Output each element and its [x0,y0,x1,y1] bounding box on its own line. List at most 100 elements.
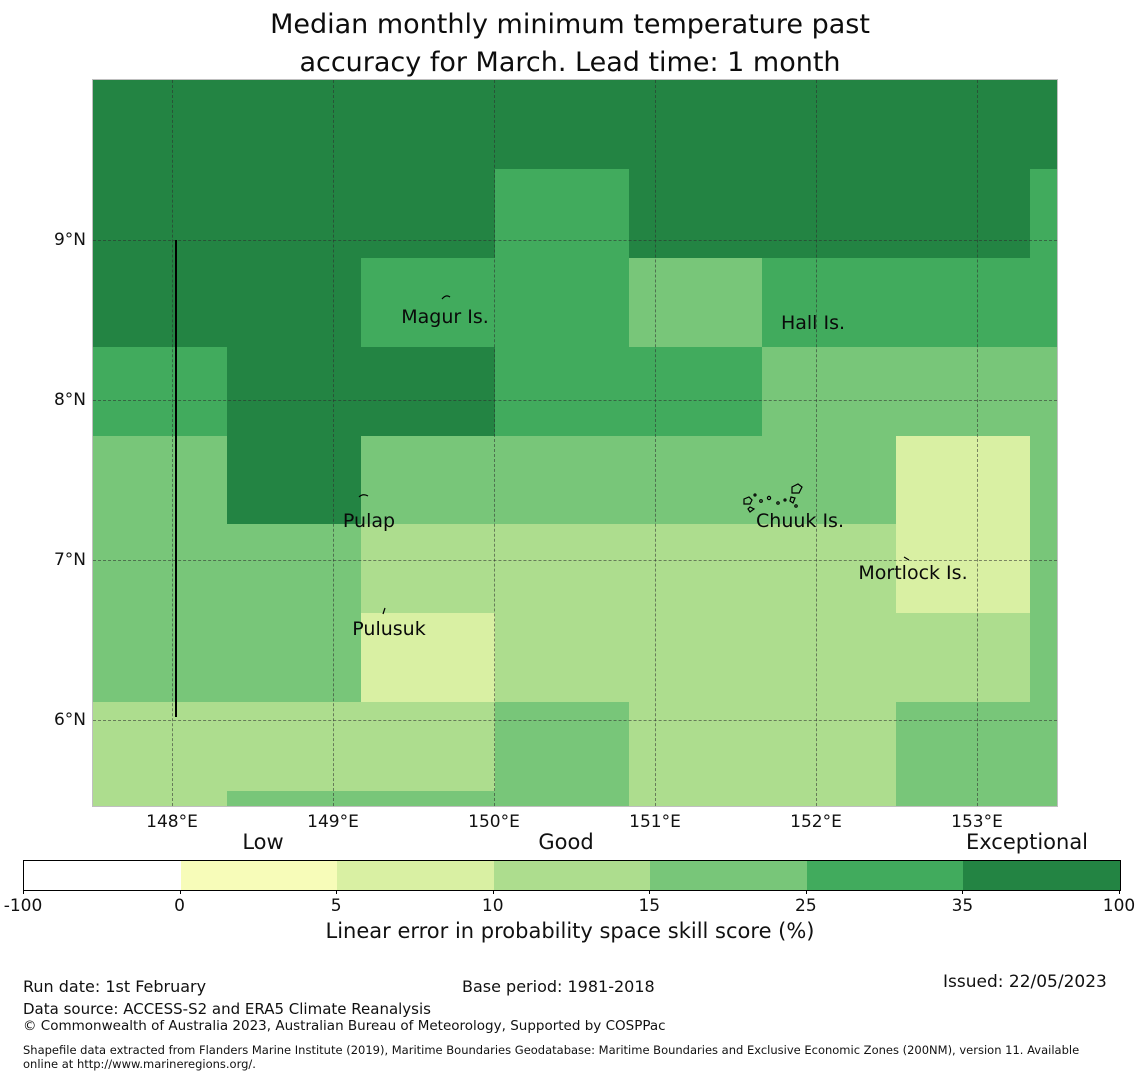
atoll-marks [358,295,910,615]
heatmap-cell [361,613,495,702]
island-label: Pulusuk [352,618,426,640]
x-tick-label: 153°E [951,812,1003,832]
colorbar-category-label: Exceptional [965,830,1089,854]
heatmap-cell [361,347,495,436]
heatmap-cell [896,524,1030,613]
heatmap-cell [227,169,361,258]
heatmap-cell [495,524,629,613]
colorbar-tick-mark [1119,890,1120,894]
heatmap-cell [495,80,629,169]
colorbar-tick-mark [179,890,181,894]
heatmap-cell [896,436,1030,524]
meridian-gridline [977,80,978,806]
heatmap-cell [93,80,227,169]
heatmap-cell [93,436,227,524]
parallel-gridline [93,400,1057,401]
heatmap-cell [361,258,495,347]
heatmap-cell [1030,258,1057,347]
meridian-gridline [333,80,334,806]
colorbar-axis-label: Linear error in probability space skill … [325,919,815,943]
island-outlines [358,295,910,615]
colorbar-tick-label: 15 [638,896,661,916]
colorbar-tick-label: 100 [1102,896,1136,916]
colorbar-segment [180,861,338,890]
x-tick-label: 151°E [629,812,681,832]
heatmap-cell [762,347,896,436]
heatmap-cell [361,524,495,613]
meridian-gridline [816,80,817,806]
heatmap-cell [1030,347,1057,436]
pulap-atoll-mark [358,494,369,498]
heatmap-cell [227,80,361,169]
heatmap-cell [762,436,896,524]
issued-date-text: Issued: 22/05/2023 [943,972,1107,992]
y-tick-label: 9°N [53,230,86,250]
colorbar-tick-mark [962,890,964,894]
heatmap-cell [495,436,629,524]
meridian-gridline [172,80,173,806]
x-tick-label: 152°E [790,812,842,832]
chart-title: Median monthly minimum temperature past … [0,6,1140,82]
heatmap-cell [361,791,495,806]
heatmap-cell [361,169,495,258]
parallel-gridline [93,560,1057,561]
island-label: Magur Is. [401,306,489,328]
heatmap-cell [629,347,762,436]
meridian-gridline [494,80,495,806]
heatmap-cell [896,258,1030,347]
heatmap-cell [762,80,896,169]
heatmap-cell [1030,169,1057,258]
heatmap-cell [762,613,896,702]
y-tick-label: 7°N [53,550,86,570]
heatmap-cell [495,613,629,702]
parallel-gridline [93,720,1057,721]
heatmap-cell [93,613,227,702]
heatmap-cell [1030,436,1057,524]
heatmap-cell [896,613,1030,702]
heatmap-cell [93,702,227,791]
colorbar-segment [24,861,181,890]
heatmap-cell [361,80,495,169]
heatmap-cell [629,80,762,169]
heatmap-cell [1030,702,1057,791]
colorbar-tick-mark [805,890,807,894]
mortlock-atoll-mark [903,556,910,561]
heatmap-cell [93,347,227,436]
eez-boundary-line [175,240,177,717]
heatmap-cell [93,524,227,613]
colorbar-segment [963,861,1121,890]
colorbar-tick-label: 5 [330,896,342,916]
island-label: Hall Is. [780,312,846,334]
colorbar-category-label: Low [242,830,284,854]
heatmap-cell [762,702,896,791]
heatmap-cell [93,169,227,258]
colorbar-segment [337,861,494,890]
colorbar-tick-mark [649,890,651,894]
data-source-text: Data source: ACCESS-S2 and ERA5 Climate … [23,1000,431,1018]
x-tick-label: 148°E [146,812,198,832]
heatmap-cell [629,524,762,613]
heatmap-cell [227,436,361,524]
colorbar-tick-label: 0 [174,896,185,916]
magur-atoll-mark [441,295,451,300]
heatmap-cell [227,791,361,806]
heatmap-cell [93,791,227,806]
heatmap-cell [629,613,762,702]
map-plot-area: Magur Is. Hall Is. Pulap Chuuk Is. Mortlock … [92,79,1058,807]
heatmap-cell [227,258,361,347]
y-tick-label: 6°N [53,710,86,730]
heatmap-cell [361,436,495,524]
colorbar-tick-mark [23,890,24,894]
colorbar-segment [650,861,807,890]
heatmap-cell [495,169,629,258]
pulusuk-atoll-mark [382,607,386,615]
island-label: Chuuk Is. [756,510,844,532]
chart-title-line1: Median monthly minimum temperature past [270,9,870,40]
heatmap-cell [762,524,896,613]
base-period-text: Base period: 1981-2018 [462,977,655,996]
x-tick-label: 150°E [468,812,520,832]
colorbar-tick-mark [336,890,338,894]
heatmap-cell [495,791,629,806]
heatmap-cell [227,524,361,613]
